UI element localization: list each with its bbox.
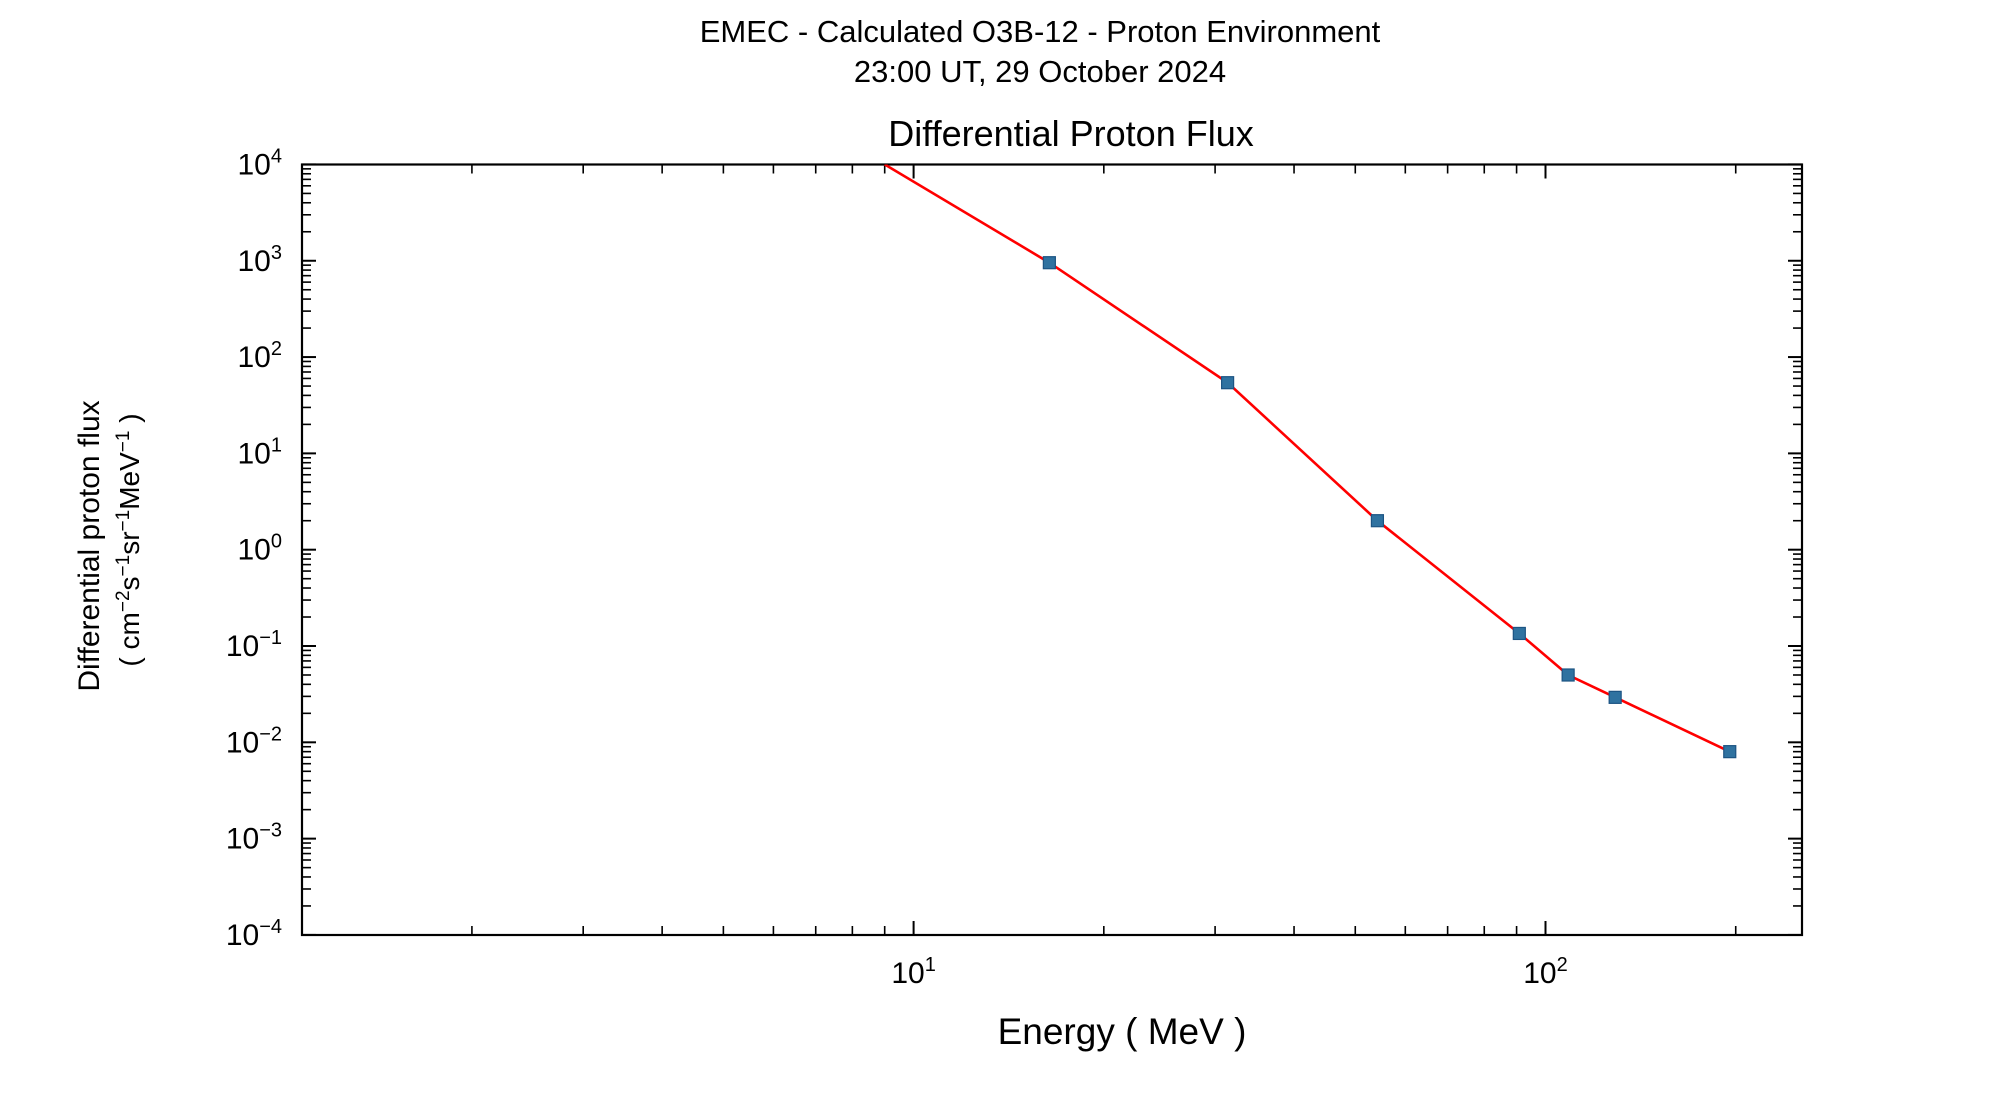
svg-text:EMEC - Calculated O3B-12 - Pro: EMEC - Calculated O3B-12 - Proton Enviro…	[700, 14, 1381, 49]
svg-text:102: 102	[1523, 954, 1568, 990]
svg-text:101: 101	[891, 954, 936, 990]
svg-text:( cm−2s−1sr−1MeV−1 ): ( cm−2s−1sr−1MeV−1 )	[113, 413, 145, 666]
svg-text:10−1: 10−1	[226, 627, 282, 663]
svg-text:23:00 UT, 29 October 2024: 23:00 UT, 29 October 2024	[854, 54, 1226, 89]
svg-text:100: 100	[238, 531, 283, 567]
svg-text:Differential Proton Flux: Differential Proton Flux	[888, 113, 1254, 154]
svg-text:Energy ( MeV ): Energy ( MeV )	[998, 1011, 1247, 1052]
svg-text:Differential proton flux: Differential proton flux	[73, 400, 106, 691]
svg-text:101: 101	[238, 434, 283, 470]
svg-text:102: 102	[238, 338, 283, 374]
svg-text:10−4: 10−4	[226, 916, 282, 952]
svg-text:10−3: 10−3	[226, 820, 282, 856]
svg-text:103: 103	[238, 242, 283, 278]
svg-text:104: 104	[238, 145, 283, 181]
svg-text:10−2: 10−2	[226, 723, 282, 759]
